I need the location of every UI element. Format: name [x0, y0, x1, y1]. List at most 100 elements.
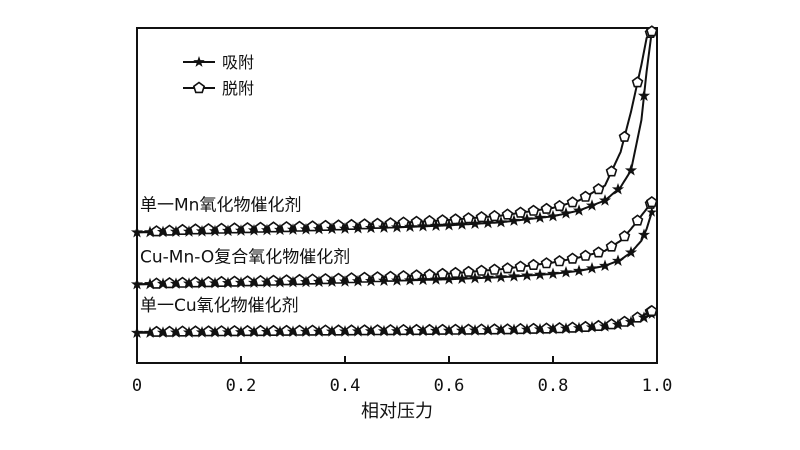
desorption-point — [423, 268, 436, 280]
adsorption-point — [637, 89, 651, 102]
desorption-point — [475, 323, 488, 335]
desorption-point — [150, 277, 163, 289]
desorption-point — [514, 322, 527, 335]
desorption-point — [540, 257, 553, 269]
legend-label-adsorption: 吸附 — [222, 53, 254, 72]
group-label-1: Cu-Mn-O复合氧化物催化剂 — [140, 247, 350, 267]
adsorption-point — [646, 206, 657, 217]
desorption-point — [553, 322, 566, 334]
desorption-point — [436, 267, 449, 279]
desorption-point — [306, 324, 319, 336]
desorption-point — [579, 190, 592, 202]
desorption-point — [579, 249, 592, 261]
adsorption-point — [481, 216, 495, 229]
adsorption-point — [533, 268, 547, 280]
adsorption-point — [624, 245, 638, 258]
desorption-point — [254, 221, 267, 233]
desorption-point — [618, 130, 631, 142]
desorption-point — [163, 325, 176, 337]
adsorption-point — [611, 254, 625, 267]
desorption-point — [462, 212, 475, 224]
desorption-point — [397, 216, 410, 228]
desorption-point — [150, 225, 163, 237]
desorption-point — [410, 269, 423, 281]
adsorption-point — [130, 326, 144, 339]
adsorption-point — [546, 267, 560, 280]
adsorption-point — [559, 265, 573, 278]
adsorption-point — [130, 225, 144, 238]
x-axis-title: 相对压力 — [361, 401, 433, 422]
desorption-point — [645, 25, 658, 37]
desorption-point — [397, 323, 410, 336]
series-layer — [130, 25, 658, 339]
desorption-point — [267, 274, 280, 286]
desorption-point — [605, 318, 618, 330]
x-tick-label: 0.4 — [330, 376, 361, 396]
pentagon-icon — [192, 81, 206, 94]
desorption-point — [150, 325, 163, 337]
desorption-point — [384, 324, 397, 336]
desorption-point — [436, 214, 449, 226]
desorption-point — [592, 319, 605, 332]
desorption-point — [605, 240, 618, 252]
desorption-point — [319, 324, 332, 336]
desorption-point — [215, 275, 228, 288]
desorption-point — [566, 252, 579, 264]
legend: 吸附 脱附 — [183, 53, 254, 98]
adsorption-point — [468, 271, 482, 284]
adsorption-point — [520, 269, 534, 281]
desorption-point — [553, 255, 566, 267]
desorption-point — [501, 323, 514, 335]
desorption-point — [332, 324, 345, 336]
desorption-point — [215, 222, 228, 234]
adsorption-point — [598, 194, 612, 206]
adsorption-point — [572, 204, 586, 216]
desorption-point — [371, 324, 384, 336]
x-tick-label: 0 — [132, 376, 142, 396]
x-axis-ticks: 0 0.2 0.4 0.6 0.8 1.0 — [132, 356, 672, 396]
desorption-point — [293, 324, 306, 336]
adsorption-point — [520, 212, 534, 225]
desorption-point — [228, 325, 241, 337]
adsorption-point — [507, 214, 521, 226]
desorption-point — [228, 222, 241, 234]
desorption-point — [645, 196, 658, 208]
desorption-point — [527, 258, 540, 271]
desorption-point — [488, 263, 501, 275]
desorption-point — [176, 325, 189, 337]
legend-label-desorption: 脱附 — [222, 79, 254, 98]
desorption-point — [280, 274, 293, 286]
desorption-point — [176, 276, 189, 288]
desorption-point — [306, 273, 319, 285]
desorption-point — [462, 323, 475, 335]
desorption-point — [540, 322, 553, 334]
desorption-point — [397, 270, 410, 282]
desorption-point — [228, 275, 241, 287]
desorption-point — [605, 165, 618, 177]
desorption-point — [645, 304, 658, 317]
desorption-point — [176, 223, 189, 235]
group-label-0: 单一Mn氧化物催化剂 — [140, 195, 301, 215]
desorption-point — [280, 324, 293, 336]
desorption-point — [553, 199, 566, 212]
desorption-point — [436, 323, 449, 335]
desorption-point — [618, 315, 631, 327]
desorption-point — [215, 325, 228, 337]
desorption-point — [410, 215, 423, 227]
desorption-point — [410, 323, 423, 336]
desorption-point — [267, 324, 280, 337]
desorption-point — [358, 324, 371, 336]
x-tick-label: 1.0 — [642, 376, 673, 396]
plot-frame — [136, 27, 658, 364]
desorption-point — [163, 277, 176, 289]
desorption-point — [592, 246, 605, 258]
desorption-point — [345, 324, 358, 336]
desorption-point — [579, 320, 592, 333]
desorption-point — [488, 323, 501, 335]
desorption-point — [501, 208, 514, 220]
desorption-point — [501, 262, 514, 274]
desorption-point — [423, 323, 436, 336]
desorption-point — [449, 266, 462, 279]
desorption-point — [189, 276, 202, 288]
